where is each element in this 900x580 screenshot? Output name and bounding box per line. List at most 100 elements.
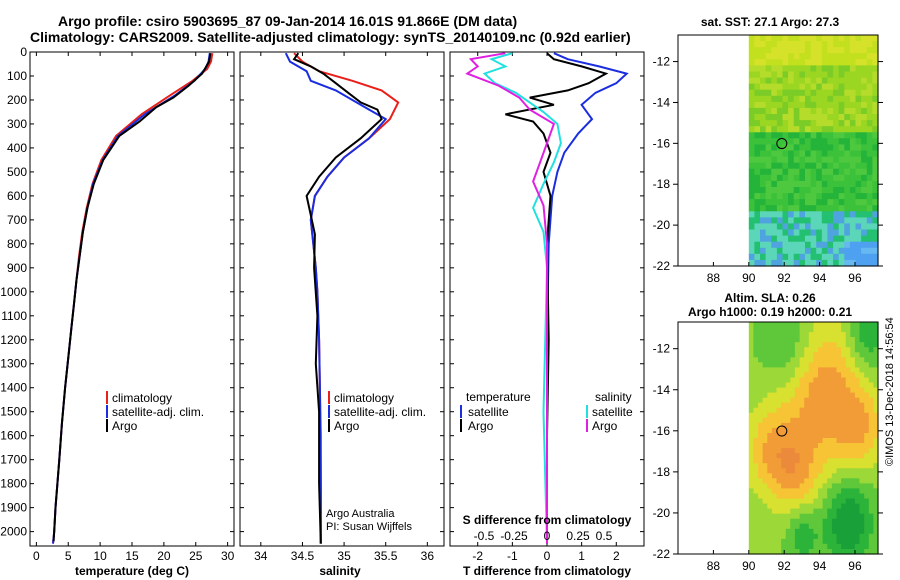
sst-cell (827, 156, 834, 164)
sla-cell (836, 397, 842, 404)
sst-cell (810, 101, 817, 109)
sst-cell (816, 217, 823, 225)
sst-cell (821, 193, 828, 200)
sst-cell (793, 162, 800, 170)
sla-cell (804, 372, 810, 378)
sst-cell (799, 47, 806, 54)
sla-cell (790, 422, 796, 429)
sst-cell (861, 41, 868, 48)
sst-cell (793, 83, 800, 91)
sla-cell (873, 427, 879, 434)
sst-cell (771, 205, 778, 212)
sst-cell (810, 41, 817, 48)
sla-cell (767, 337, 773, 343)
sla-cell (748, 433, 754, 439)
sla-cell (758, 342, 764, 348)
sla-cell (818, 443, 824, 449)
sst-cell (861, 35, 868, 42)
sst-cell (816, 235, 823, 243)
sla-cell (785, 417, 791, 424)
sla-cell (758, 427, 764, 434)
sst-cell (805, 235, 812, 243)
sla-cell (808, 362, 814, 368)
sla-cell (799, 412, 805, 419)
sst-cell (821, 35, 828, 42)
sla-cell (864, 352, 870, 358)
sla-cell (748, 417, 754, 424)
sla-cell (859, 513, 865, 520)
sla-cell (762, 478, 768, 484)
sst-cell (765, 59, 772, 66)
sla-cell (748, 372, 754, 378)
series-salinity-argo (465, 52, 556, 544)
sla-cell (808, 533, 814, 540)
sst-cell (810, 71, 817, 79)
sst-cell (799, 180, 806, 188)
sla-cell (845, 407, 851, 414)
sst-cell (849, 144, 857, 152)
sla-cell (873, 518, 879, 525)
sst-cell (748, 59, 755, 66)
sla-cell (758, 478, 764, 484)
sla-cell (758, 483, 764, 489)
sla-cell (841, 332, 847, 338)
sla-cell (785, 483, 791, 489)
sst-cell (844, 180, 851, 188)
sla-cell (831, 347, 838, 353)
depth-tick-label: 1500 (0, 405, 27, 419)
s-tick-label: 0 (544, 529, 551, 543)
sla-cell (748, 453, 754, 459)
sla-cell (794, 433, 801, 439)
sla-cell (790, 463, 796, 469)
sla-cell (794, 342, 801, 348)
sla-cell (762, 538, 768, 545)
sst-cell (805, 217, 812, 225)
sla-cell (767, 402, 773, 409)
sst-cell (771, 162, 778, 170)
sst-cell (821, 241, 828, 249)
sst-cell (821, 205, 828, 212)
sst-cell (838, 223, 845, 231)
sst-cell (866, 253, 873, 261)
sla-cell (799, 549, 805, 555)
sst-cell (866, 41, 873, 48)
sla-cell (781, 332, 787, 338)
sla-cell (776, 538, 782, 545)
sla-cell (845, 327, 851, 333)
sla-cell (762, 362, 768, 368)
sst-cell (838, 132, 845, 139)
sla-cell (785, 493, 791, 500)
sla-cell (781, 402, 787, 409)
sla-cell (771, 508, 778, 515)
sst-cell (833, 138, 840, 145)
sla-cell (767, 528, 773, 535)
sst-cell (810, 47, 817, 54)
sst-cell (788, 132, 795, 139)
sla-cell (836, 352, 842, 358)
sla-cell (758, 533, 764, 540)
sst-cell (872, 168, 879, 176)
sst-cell (838, 144, 845, 152)
sla-cell (868, 433, 874, 439)
sla-cell (845, 513, 851, 520)
sla-cell (767, 422, 773, 429)
sst-cell (771, 71, 778, 79)
sla-cell (873, 508, 879, 515)
sst-cell (754, 71, 761, 79)
sst-cell (866, 126, 873, 133)
sla-cell (831, 387, 838, 394)
legend-argo: Argo (334, 419, 360, 433)
sla-cell (790, 483, 796, 489)
sla-cell (762, 417, 768, 424)
sst-cell (844, 253, 851, 261)
sla-cell (781, 352, 787, 358)
sla-cell (781, 538, 787, 545)
difference-legend-left: temperature satellite Argo (460, 390, 531, 433)
sst-cell (760, 47, 767, 54)
sst-cell (765, 187, 772, 194)
sst-cell (838, 101, 845, 109)
sst-cell (827, 71, 834, 79)
sla-cell (864, 523, 870, 530)
sla-cell (771, 372, 778, 378)
legend-salinity-title: salinity (595, 390, 632, 404)
